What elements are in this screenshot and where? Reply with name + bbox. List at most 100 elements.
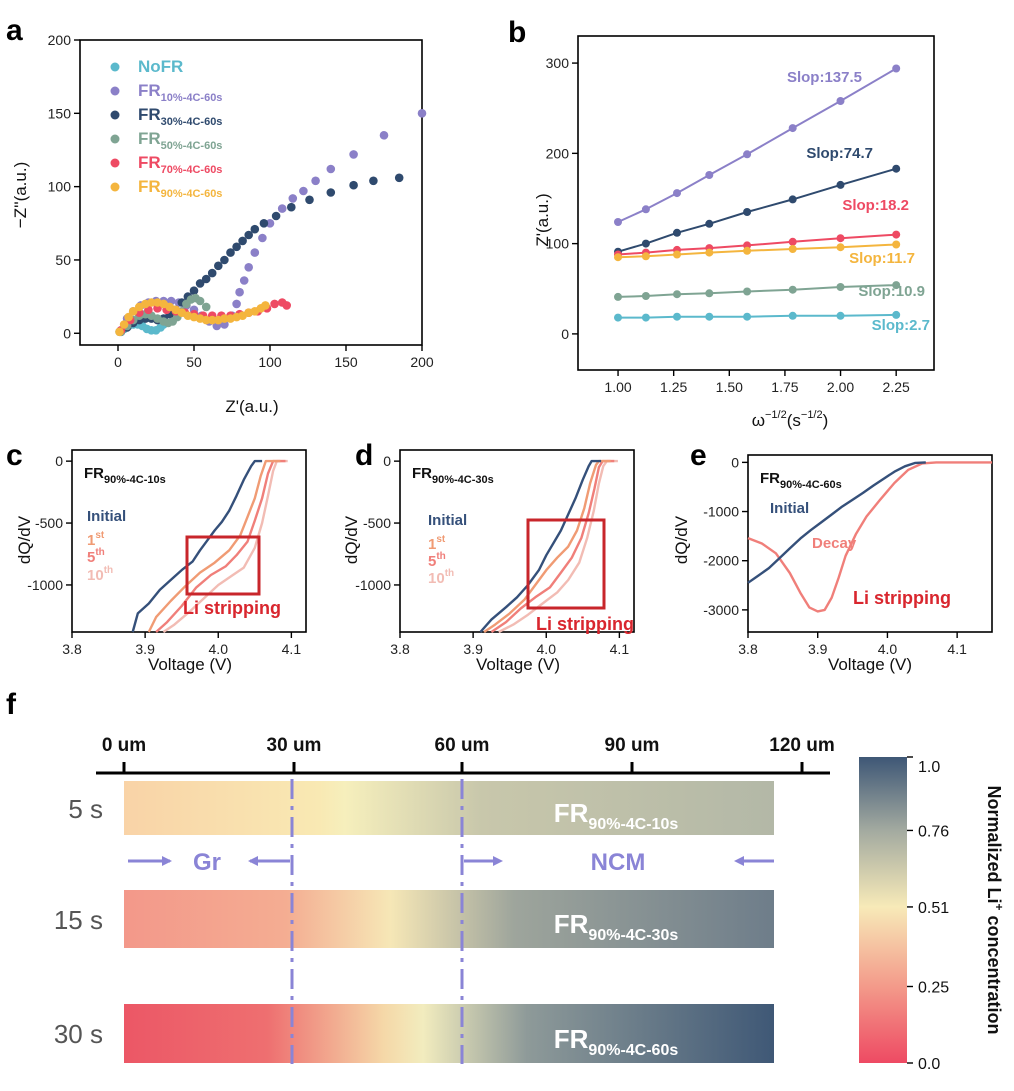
data-point [673,250,681,259]
panel-c-ylabel: dQ/dV [15,515,34,564]
data-point-FR10pct-4C-60s [258,233,267,243]
panel-a-xlabel: Z'(a.u.) [225,397,278,416]
x-tick-label: 3.9 [463,641,483,657]
panel-b: b 1.00 1.25 1.50 1.75 2.00 2.25 0 100 200 300 Slo… [508,16,935,430]
fit-line [617,167,897,253]
data-point-FR10pct-4C-60s [288,194,298,203]
li-stripping-box [185,535,261,596]
data-point [673,228,681,237]
x-tick-label: 200 [410,354,434,370]
fit-line [617,284,897,298]
panel-a-ylabel: −Z''(a.u.) [11,162,30,228]
panel-e-ticks: 3.8 3.9 4.0 4.1 0 -1000 -2000 -3000 [703,454,967,657]
heatmap-row-5s [124,781,774,835]
panel-e-labels: FR90%-4C-60s Initial Decay Li stripping [760,470,951,608]
arrow-head-icon [493,856,503,866]
x-tick-label: 2.00 [827,379,854,395]
data-point [836,311,845,320]
y-tick-label: 100 [546,236,570,252]
data-point-FR10pct-4C-60s [299,186,308,196]
x-tick-label: 1.50 [716,379,743,395]
y-tick-label: -2000 [703,553,739,569]
panel-d-xlabel: Voltage (V) [476,655,560,674]
dqdv-curve-Initial [131,459,263,633]
row-label-10s: FR90%-4C-10s [554,798,679,833]
data-point-FR90pct-4C-60s [220,314,229,323]
y-tick-label: -3000 [703,602,739,618]
panel-e-curves [747,461,992,613]
dqdv-curve-1st [147,459,281,633]
data-point-FR90pct-4C-60s [147,298,156,307]
legend-marker [110,86,120,96]
colorbar-tick-label: 0.25 [918,980,949,997]
y-tick-label: 0 [383,453,391,469]
legend-marker [110,182,120,192]
data-point-FR30pct-4C-60s [305,195,314,205]
data-point [614,292,622,301]
curve-label: Initial [770,500,809,517]
panel-b-slope-labels: Slop:137.5 Slop:74.7 Slop:18.2 Slop:11.7 Slo… [787,69,930,334]
y-tick-label: -500 [363,515,391,531]
data-point-FR30pct-4C-60s [271,211,281,221]
curve-label: 10th [428,568,454,587]
data-point [788,245,797,253]
ncm-label: NCM [591,849,646,876]
x-tick-label: 50 [186,354,202,370]
y-tick-label: 0 [63,325,71,341]
gr-region-annotation: Gr [128,849,290,876]
panel-label-a: a [6,14,23,47]
data-point [836,97,845,105]
data-point-FR30pct-4C-60s [189,286,199,296]
data-point [705,171,714,179]
data-point [705,248,714,257]
panel-e: e 3.8 3.9 4.0 4.1 0 -1000 -2000 -3000 FR90%-4C-… [672,439,993,674]
panel-b-xlabel: ω−1/2(s−1/2) [752,409,829,430]
data-point-FR30pct-4C-60s [287,202,296,212]
legend-marker [110,110,120,120]
li-stripping-box [526,518,606,610]
y-tick-label: -1000 [703,504,739,520]
data-point [641,313,650,322]
x-tick-label: 4.1 [610,641,630,657]
panel-d-ylabel: dQ/dV [342,515,361,564]
data-point-FR30pct-4C-60s [259,219,269,228]
data-point [836,180,845,189]
legend-label: FR10%-4C-60s [138,81,222,104]
fit-line [618,313,897,319]
ncm-region-annotation: NCM [464,849,774,876]
data-point [641,292,650,300]
x-tick-label: 150 [334,354,358,370]
y-tick-label: 0 [561,326,569,342]
panel-a-ticks: 0 50 100 150 200 0 50 100 150 200 [48,32,434,370]
data-point [788,285,797,294]
depth-tick-label: 90 um [605,735,660,756]
curve-label: 5th [428,551,446,570]
fit-line [617,243,897,259]
panel-d-frame [399,449,635,633]
curve-label: Initial [428,512,467,529]
data-point [892,281,901,290]
x-tick-label: 2.25 [883,379,910,395]
li-stripping-label: Li stripping [853,588,951,608]
dqdv-curve-5th [490,459,615,633]
data-point-FR10pct-4C-60s [326,164,336,174]
data-point-FR90pct-4C-60s [124,312,133,322]
slope-label: Slop:10.9 [858,283,925,300]
y-tick-label: -1000 [27,577,63,593]
data-point-FR30pct-4C-60s [201,274,211,284]
dqdv-curve-10th [498,459,618,634]
panel-e-frame [747,454,993,633]
data-point-FR50pct-4C-60s [195,296,205,306]
data-point-FR10pct-4C-60s [349,150,358,159]
row-label-30s: FR90%-4C-30s [554,909,679,944]
x-tick-label: 3.9 [808,641,828,657]
row-time-30s: 30 s [54,1019,103,1049]
data-point-FR30pct-4C-60s [326,188,336,197]
data-point [641,252,650,261]
depth-tick-label: 30 um [267,735,322,756]
data-point [892,164,901,173]
data-point [673,290,681,299]
x-tick-label: 100 [258,354,282,370]
